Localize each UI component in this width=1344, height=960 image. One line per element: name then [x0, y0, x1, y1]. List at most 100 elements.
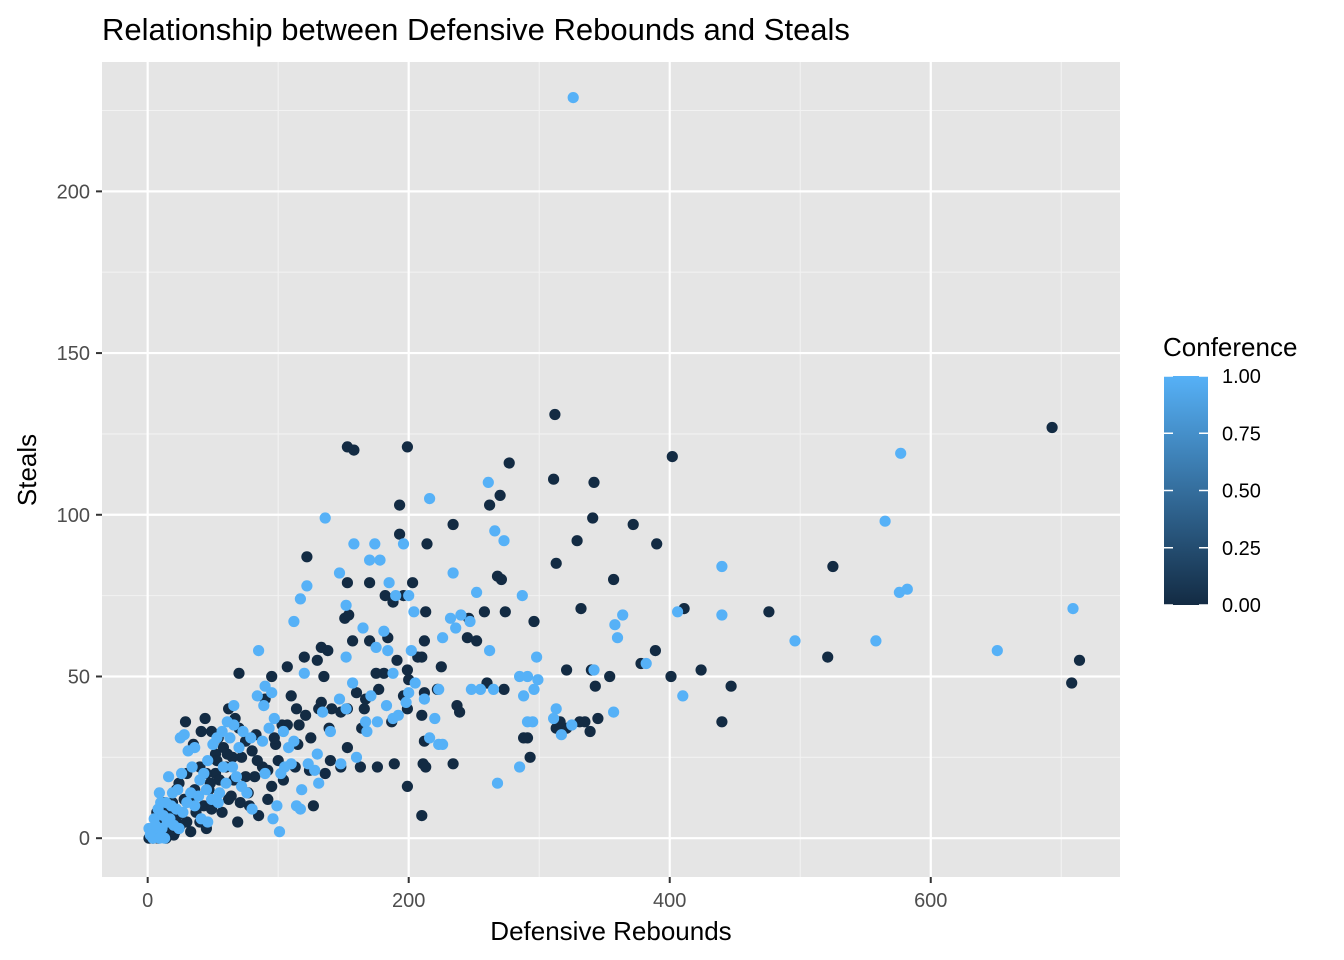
- data-point: [288, 615, 300, 628]
- data-point: [199, 712, 211, 725]
- data-point: [524, 751, 536, 763]
- data-point: [241, 787, 253, 799]
- data-point: [233, 742, 245, 754]
- data-point: [1067, 603, 1079, 615]
- data-point: [311, 748, 323, 760]
- data-point: [447, 758, 459, 770]
- data-point: [429, 712, 441, 725]
- data-point: [179, 716, 192, 728]
- data-point: [514, 670, 526, 683]
- data-point: [555, 729, 568, 741]
- data-point: [579, 716, 591, 728]
- data-point: [548, 473, 560, 485]
- data-point: [293, 719, 305, 731]
- data-point: [185, 826, 197, 838]
- data-point: [348, 538, 360, 550]
- data-point: [379, 590, 391, 602]
- data-point: [365, 690, 377, 702]
- data-point: [281, 661, 293, 673]
- data-point: [371, 761, 383, 773]
- data-point: [548, 712, 560, 725]
- data-point: [347, 635, 359, 647]
- data-point: [725, 680, 737, 692]
- data-point: [382, 645, 394, 657]
- data-point: [224, 732, 236, 744]
- data-point: [822, 651, 834, 663]
- legend-tick-label: 0.25: [1222, 538, 1261, 560]
- data-point: [177, 806, 189, 818]
- data-point: [532, 674, 544, 686]
- data-point: [361, 725, 373, 738]
- data-point: [401, 441, 413, 453]
- data-point: [326, 703, 338, 715]
- data-point: [340, 703, 352, 715]
- data-point: [789, 635, 801, 647]
- data-point: [666, 451, 678, 463]
- data-point: [677, 690, 689, 702]
- data-point: [397, 538, 410, 550]
- data-point: [528, 683, 540, 696]
- data-point: [566, 719, 578, 731]
- data-point: [571, 535, 583, 547]
- data-point: [251, 755, 263, 767]
- color-legend: Conference 1.00 0.75 0.50 0.25 0.00: [1163, 332, 1297, 617]
- data-point: [294, 593, 306, 605]
- data-point: [174, 732, 186, 744]
- data-point: [198, 767, 210, 780]
- data-point: [266, 670, 278, 683]
- data-point: [465, 683, 477, 696]
- data-point: [387, 667, 399, 679]
- data-point: [369, 538, 381, 550]
- data-point: [288, 735, 300, 747]
- data-point: [173, 822, 185, 835]
- data-point: [319, 767, 331, 780]
- y-axis: 0 50 100 150 200: [57, 181, 102, 850]
- data-point: [617, 609, 629, 621]
- data-point: [627, 518, 639, 531]
- data-point: [360, 716, 372, 728]
- data-point: [358, 703, 370, 715]
- data-point: [236, 751, 248, 763]
- data-point: [305, 732, 317, 744]
- data-point: [228, 700, 240, 712]
- data-point: [195, 725, 207, 738]
- data-point: [301, 580, 313, 592]
- data-point: [514, 761, 526, 773]
- data-point: [296, 784, 308, 796]
- data-point: [300, 709, 312, 721]
- data-point: [474, 683, 487, 696]
- data-point: [587, 512, 599, 524]
- legend-tick-label: 1.00: [1222, 366, 1261, 388]
- data-point: [416, 709, 428, 721]
- data-point: [651, 538, 663, 550]
- x-tick-label: 0: [142, 890, 153, 912]
- data-point: [592, 712, 604, 725]
- data-point: [262, 793, 274, 806]
- data-point: [216, 806, 228, 818]
- data-point: [206, 793, 218, 806]
- data-point: [268, 712, 280, 725]
- data-point: [176, 767, 188, 780]
- data-point: [364, 577, 376, 589]
- data-point: [549, 408, 561, 421]
- y-axis-label: Steals: [12, 434, 42, 506]
- data-point: [521, 670, 534, 683]
- data-point: [290, 703, 303, 715]
- data-point: [418, 693, 430, 705]
- data-point: [550, 703, 562, 715]
- data-point: [302, 758, 314, 770]
- data-point: [408, 606, 420, 618]
- data-point: [455, 609, 467, 621]
- data-point: [518, 690, 530, 702]
- data-point: [200, 784, 212, 796]
- data-point: [251, 690, 263, 702]
- data-point: [494, 489, 506, 501]
- data-point: [416, 810, 428, 822]
- data-point: [307, 800, 319, 812]
- data-point: [716, 609, 728, 621]
- data-point: [221, 716, 233, 728]
- data-point: [324, 725, 336, 738]
- data-point: [193, 790, 205, 802]
- data-point: [491, 777, 504, 789]
- data-point: [695, 664, 707, 676]
